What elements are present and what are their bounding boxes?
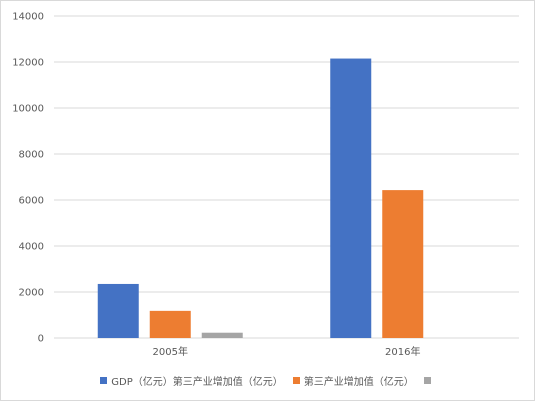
- x-tick-label: 2016年: [385, 345, 420, 358]
- bar-series-2-category-0: [201, 332, 243, 338]
- y-tick-label: 12000: [12, 58, 44, 69]
- bar-series-0-category-1: [330, 58, 372, 339]
- y-tick-label: 14000: [12, 12, 44, 23]
- legend-swatch-unnamed: [423, 376, 431, 384]
- legend-swatch-gdp: [100, 376, 108, 384]
- y-tick-label: 10000: [12, 104, 44, 115]
- bar-series-1-category-1: [382, 190, 424, 338]
- y-tick-label: 4000: [19, 242, 44, 253]
- y-tick-label: 8000: [19, 150, 44, 161]
- x-tick-label: 2005年: [153, 345, 188, 358]
- y-tick-label: 6000: [19, 196, 44, 207]
- bar-series-1-category-0: [149, 310, 191, 338]
- bar-series-0-category-0: [97, 283, 139, 338]
- chart-legend: GDP（亿元）第三产业增加值（亿元） 第三产业增加值（亿元）: [0, 372, 535, 388]
- legend-label-gdp: GDP（亿元）第三产业增加值（亿元）: [111, 376, 283, 388]
- y-tick-label: 2000: [19, 288, 44, 299]
- legend-item-tertiary: 第三产业增加值（亿元）: [292, 373, 414, 388]
- y-tick-label: 0: [38, 334, 44, 345]
- legend-swatch-tertiary: [292, 376, 300, 384]
- legend-label-tertiary: 第三产业增加值（亿元）: [303, 376, 414, 388]
- legend-item-unnamed: [423, 376, 435, 384]
- legend-item-gdp: GDP（亿元）第三产业增加值（亿元）: [100, 373, 283, 388]
